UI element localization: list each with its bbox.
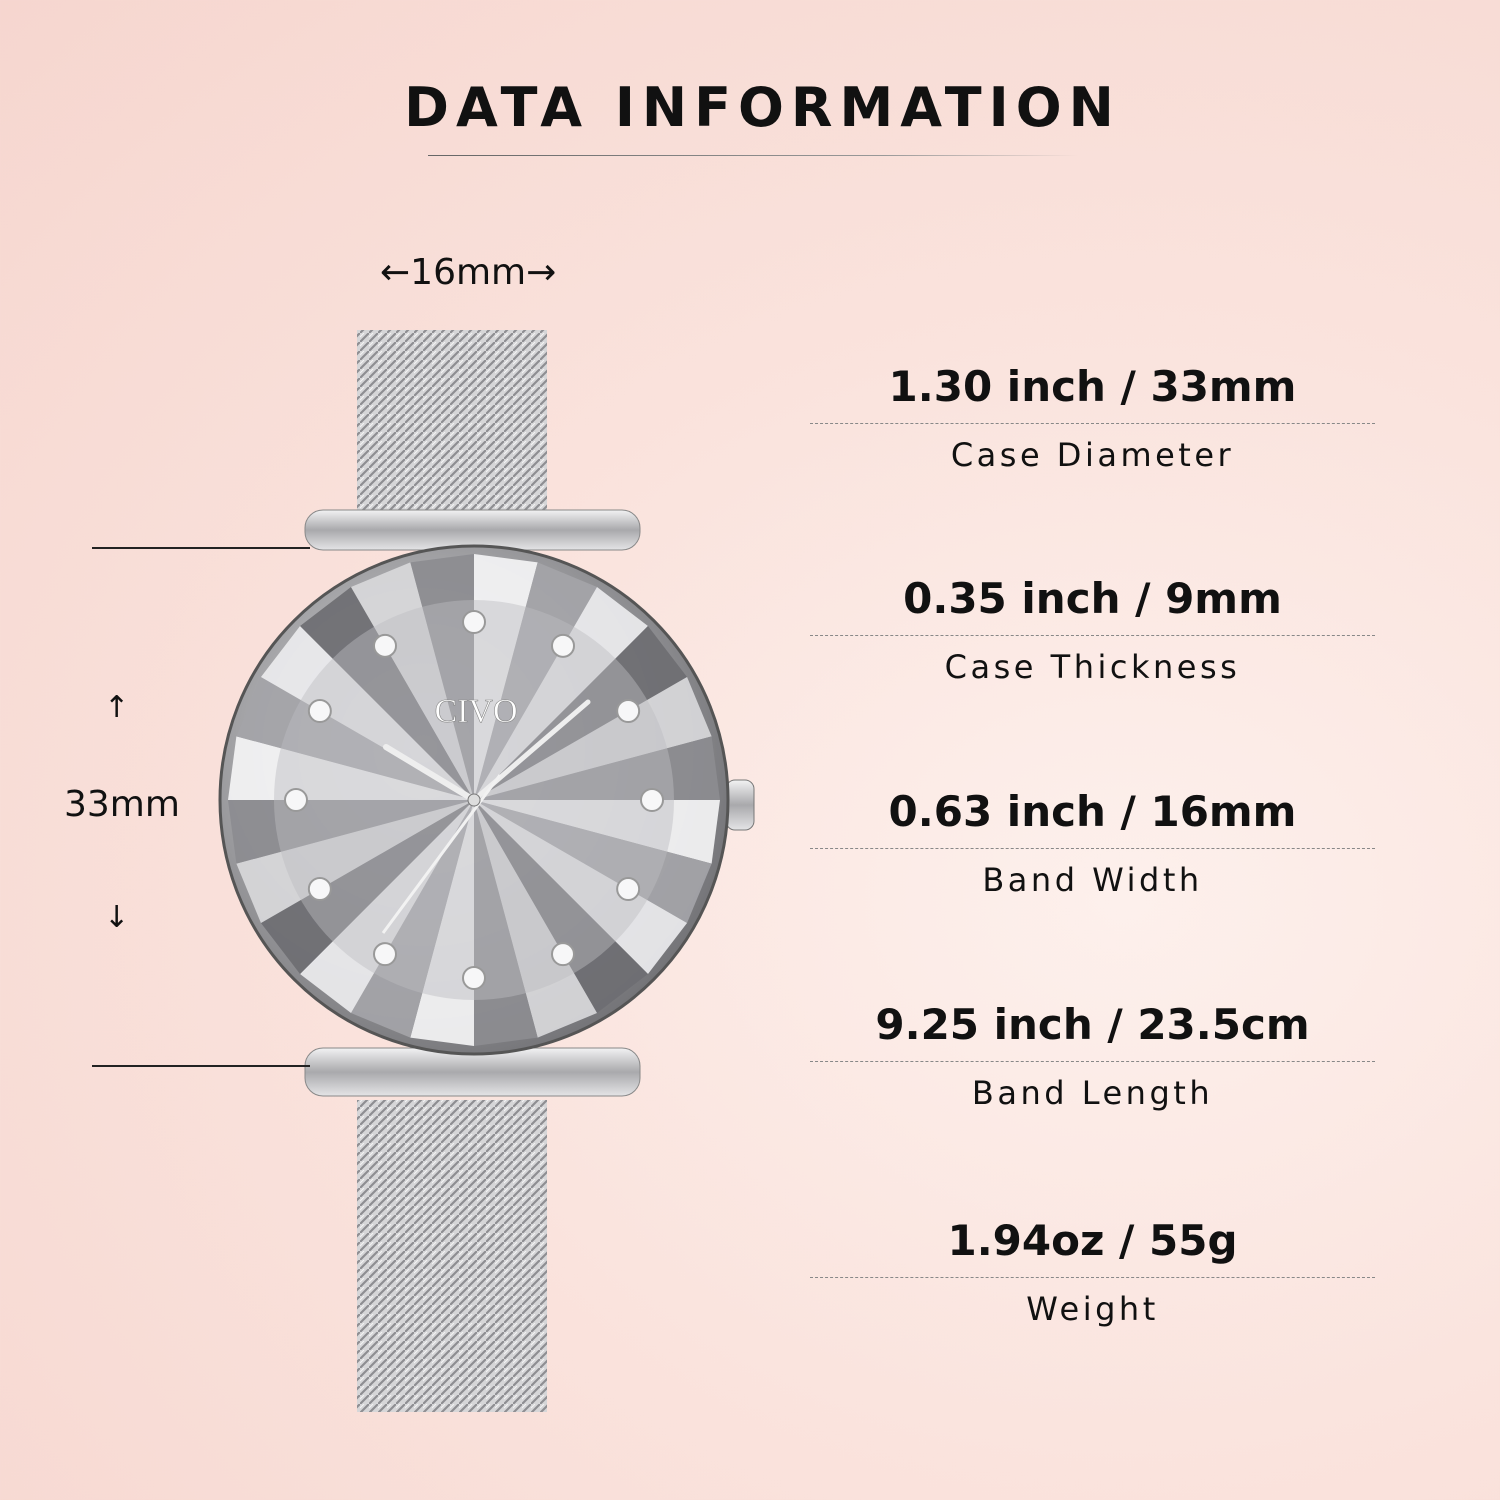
dial-facet — [236, 800, 474, 923]
case-height-dimension: 33mm — [64, 784, 180, 825]
spec-value: 1.30 inch / 33mm — [888, 362, 1297, 411]
spec-band-length: 9.25 inch / 23.5cm Band Length — [810, 997, 1375, 1112]
crystal-hour-marker — [462, 966, 486, 990]
crystal-hour-marker — [616, 699, 641, 723]
dial-facet — [351, 800, 474, 1038]
dial-facet — [260, 626, 474, 800]
spec-value: 0.35 inch / 9mm — [903, 574, 1282, 623]
lug-top — [304, 509, 641, 551]
band-bottom — [357, 1100, 547, 1412]
crystal-hour-marker — [551, 633, 575, 658]
dial-facet — [474, 800, 712, 923]
dial-facet — [410, 554, 474, 800]
crystal-hour-marker — [373, 633, 397, 658]
arrow-down-icon: ↓ — [104, 900, 130, 935]
dial-facet — [228, 736, 474, 800]
dial-facet — [474, 800, 597, 1038]
dashed-divider — [810, 1277, 1375, 1278]
dial-facet — [410, 800, 474, 1046]
dial-facet — [474, 800, 538, 1046]
band-top — [357, 330, 547, 530]
crystal-hour-marker — [284, 788, 308, 812]
dashed-divider — [810, 423, 1375, 424]
dial-facet — [300, 800, 474, 1014]
spec-value: 0.63 inch / 16mm — [888, 787, 1297, 836]
brand-logo: CIVO — [434, 693, 517, 730]
dial-facet — [474, 554, 538, 800]
dial-facet — [474, 800, 648, 1014]
crystal-hour-marker — [373, 942, 397, 967]
spec-label: Band Length — [971, 1074, 1214, 1112]
crystal-hour-marker — [640, 788, 664, 812]
dial-facet — [474, 800, 688, 974]
dashed-divider — [810, 1061, 1375, 1062]
spec-label: Weight — [1026, 1290, 1159, 1328]
dial-facet — [260, 800, 474, 974]
dial-facet — [300, 586, 474, 800]
band-width-dimension: ←16mm→ — [380, 252, 557, 293]
crystal-hour-marker — [616, 877, 641, 901]
crystal-hour-marker — [307, 877, 332, 901]
spec-label: Case Diameter — [950, 436, 1235, 474]
dial-facet — [474, 736, 720, 800]
spec-label: Case Thickness — [944, 648, 1241, 686]
spec-case-diameter: 1.30 inch / 33mm Case Diameter — [810, 359, 1375, 474]
spec-label: Band Width — [982, 861, 1203, 899]
dial-facet — [474, 562, 597, 800]
dial-facet — [474, 586, 648, 800]
dial-facet — [228, 800, 474, 864]
spec-weight: 1.94oz / 55g Weight — [810, 1213, 1375, 1328]
dashed-divider — [810, 848, 1375, 849]
dashed-divider — [810, 635, 1375, 636]
spec-band-width: 0.63 inch / 16mm Band Width — [810, 784, 1375, 899]
dimension-line-top — [92, 547, 310, 549]
crystal-hour-marker — [551, 942, 575, 967]
dial-facet — [474, 800, 720, 864]
watch-hands — [381, 699, 591, 934]
crown — [725, 779, 755, 831]
page-title: DATA INFORMATION — [404, 76, 1121, 139]
spec-case-thickness: 0.35 inch / 9mm Case Thickness — [810, 571, 1375, 686]
title-underline — [428, 155, 1078, 156]
arrow-up-icon: ↑ — [104, 690, 130, 725]
spec-value: 1.94oz / 55g — [947, 1216, 1238, 1265]
dimension-line-bottom — [92, 1065, 310, 1067]
dial-facet — [474, 677, 712, 800]
dial-facet — [236, 677, 474, 800]
crystal-hour-marker — [307, 699, 332, 723]
spec-value: 9.25 inch / 23.5cm — [875, 1000, 1310, 1049]
crystal-hour-marker — [462, 610, 486, 634]
dial-facets — [228, 554, 720, 1046]
dial-facet — [351, 562, 474, 800]
